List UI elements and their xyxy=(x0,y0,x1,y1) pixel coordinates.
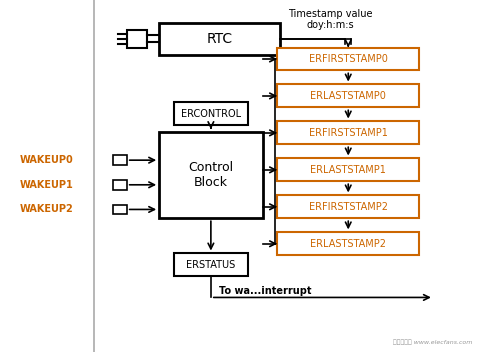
Text: ERFIRSTSTAMP2: ERFIRSTSTAMP2 xyxy=(309,202,388,212)
Text: 电子发烧友 www.elecfans.com: 电子发烧友 www.elecfans.com xyxy=(393,339,472,345)
Text: ERFIRSTSTAMP1: ERFIRSTSTAMP1 xyxy=(309,128,388,138)
Bar xyxy=(277,195,419,218)
Text: ERSTATUS: ERSTATUS xyxy=(186,260,236,270)
Bar xyxy=(113,205,127,214)
Text: ERLASTSTAMP2: ERLASTSTAMP2 xyxy=(310,239,386,249)
Text: Control
Block: Control Block xyxy=(188,161,233,189)
Text: ERFIRSTSTAMP0: ERFIRSTSTAMP0 xyxy=(309,54,388,64)
Text: ERLASTSTAMP1: ERLASTSTAMP1 xyxy=(310,165,386,175)
Bar xyxy=(277,84,419,107)
Bar xyxy=(174,102,248,125)
Text: WAKEUP2: WAKEUP2 xyxy=(19,205,73,214)
Bar xyxy=(277,48,419,70)
Bar xyxy=(277,158,419,181)
Bar xyxy=(113,155,127,165)
Text: ERLASTSTAMP0: ERLASTSTAMP0 xyxy=(310,91,386,101)
Text: Timestamp value
doy:h:m:s: Timestamp value doy:h:m:s xyxy=(288,9,373,30)
Text: RTC: RTC xyxy=(206,32,232,46)
Bar xyxy=(277,232,419,255)
Text: WAKEUP0: WAKEUP0 xyxy=(19,155,73,165)
Text: To wa...interrupt: To wa...interrupt xyxy=(219,286,312,296)
Bar xyxy=(113,180,127,190)
Bar xyxy=(159,132,263,218)
Bar xyxy=(174,253,248,276)
Bar xyxy=(127,30,147,48)
Text: ERCONTROL: ERCONTROL xyxy=(181,108,241,119)
Bar xyxy=(277,121,419,144)
Text: WAKEUP1: WAKEUP1 xyxy=(19,180,73,190)
Bar xyxy=(159,23,280,55)
